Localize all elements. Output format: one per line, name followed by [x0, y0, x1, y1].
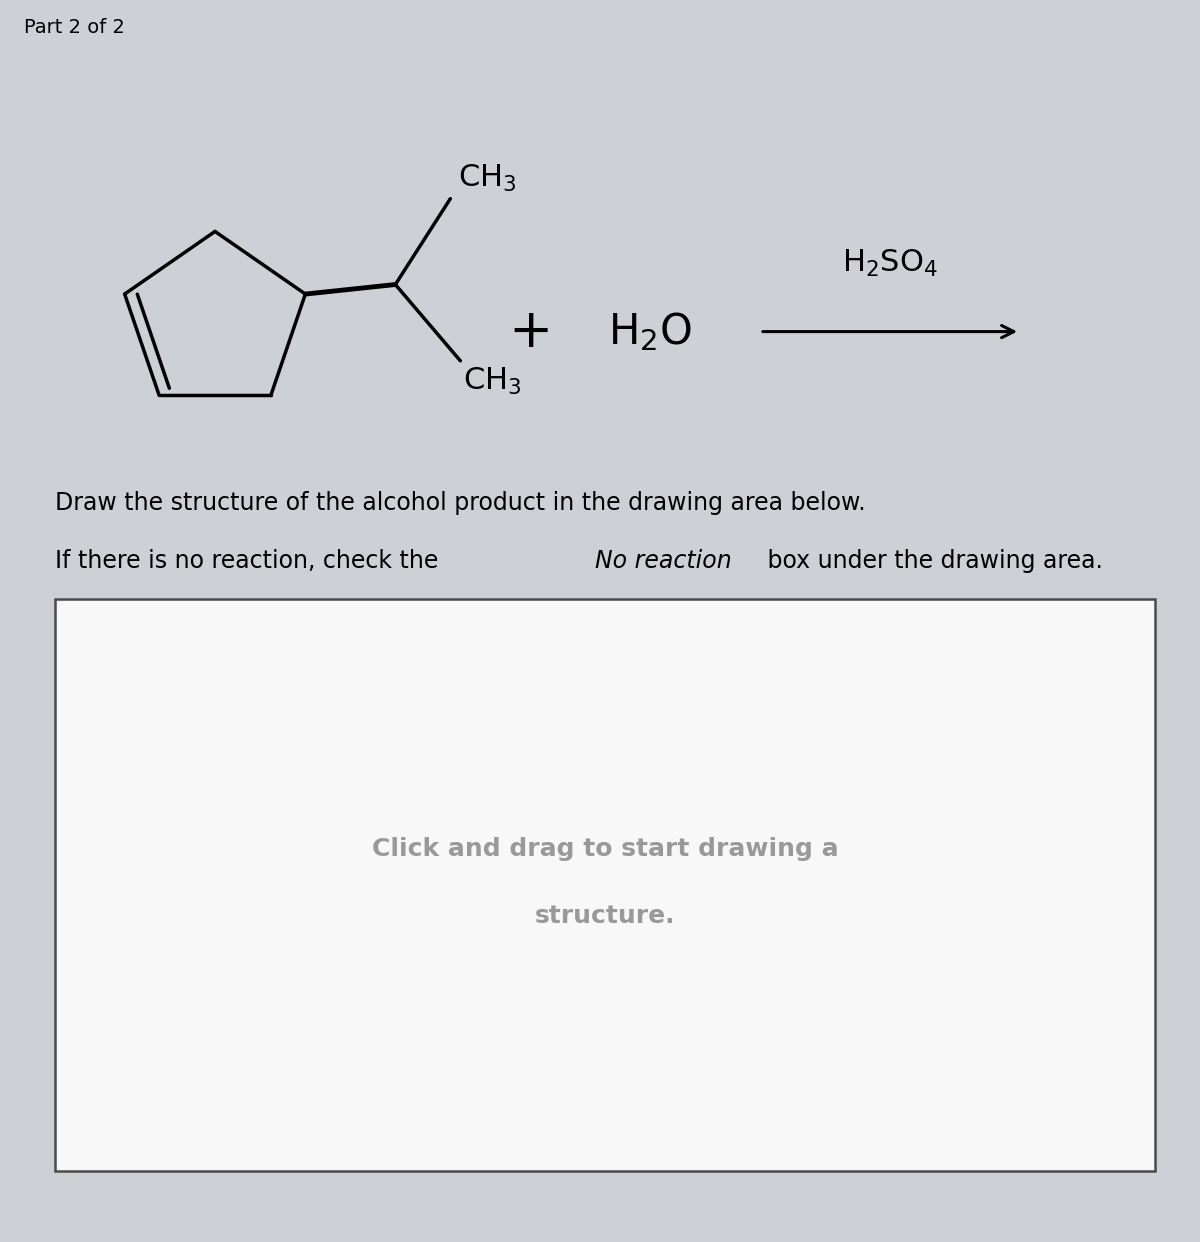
Text: structure.: structure.: [535, 904, 676, 928]
Text: $\mathsf{H_2SO_4}$: $\mathsf{H_2SO_4}$: [842, 248, 938, 279]
Text: Part 2 of 2: Part 2 of 2: [24, 17, 125, 37]
Text: box under the drawing area.: box under the drawing area.: [760, 549, 1103, 573]
Text: $\mathsf{CH_3}$: $\mathsf{CH_3}$: [458, 163, 517, 194]
Text: $\mathsf{H_2O}$: $\mathsf{H_2O}$: [608, 310, 692, 353]
Text: Click and drag to start drawing a: Click and drag to start drawing a: [372, 837, 839, 861]
Text: Draw the structure of the alcohol product in the drawing area below.: Draw the structure of the alcohol produc…: [55, 492, 865, 515]
Text: If there is no reaction, check the: If there is no reaction, check the: [55, 549, 446, 573]
Bar: [55, 599, 1154, 1171]
Text: No reaction: No reaction: [595, 549, 732, 573]
Text: +: +: [508, 306, 552, 358]
Text: $\mathsf{CH_3}$: $\mathsf{CH_3}$: [463, 365, 522, 396]
